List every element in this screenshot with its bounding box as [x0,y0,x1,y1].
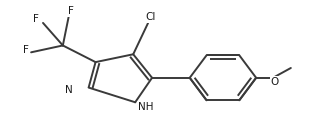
Text: NH: NH [138,102,154,112]
Text: N: N [65,85,73,94]
Text: F: F [68,6,74,16]
Text: Cl: Cl [145,12,155,22]
Text: F: F [33,14,39,24]
Text: O: O [271,77,279,87]
Text: F: F [23,45,29,55]
